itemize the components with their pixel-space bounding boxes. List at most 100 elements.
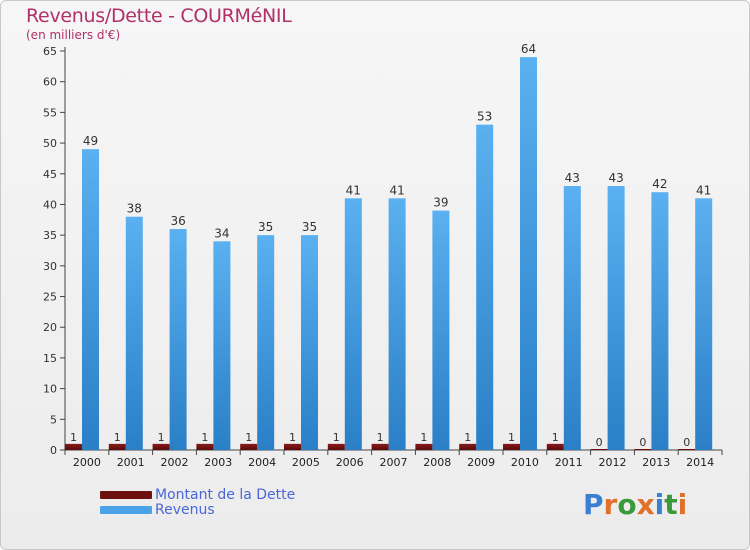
bar-dette [284,443,301,450]
y-tick-label: 65 [43,45,57,58]
bar-revenus [695,198,713,450]
data-label-revenus: 35 [302,220,317,234]
logo-letter: o [617,488,637,521]
x-axis: 2000 2001 2002 2003 2004 2005 2006 2007 2008 2009… [64,449,723,469]
bar-revenus [563,186,581,451]
y-tick-label: 0 [50,444,57,457]
x-tick-label: 2000 [73,456,101,469]
data-label-revenus: 38 [127,202,142,216]
bar-dette [678,449,696,450]
x-tick-label: 2014 [686,456,714,469]
data-label-dette: 1 [464,431,471,444]
data-label-revenus: 41 [346,183,361,197]
bar-revenus [125,216,143,450]
x-tick-label: 2010 [511,456,539,469]
data-label-revenus: 39 [433,196,448,210]
legend-swatch-dette [100,491,152,499]
bar-revenus [520,57,537,451]
bar-dette [65,443,82,450]
data-label-revenus: 53 [477,110,492,124]
data-label-revenus: 49 [83,134,98,148]
data-label-dette: 0 [596,436,603,449]
x-tick-label: 2006 [336,456,364,469]
bar-dette [240,443,258,450]
y-tick-label: 55 [43,106,57,119]
bar-revenus [82,149,99,450]
y-tick-label: 45 [43,168,57,181]
legend-label-dette: Montant de la Dette [155,487,296,503]
bar-revenus [169,229,187,450]
x-tick-label: 2005 [292,456,320,469]
legend-label-revenus: Revenus [155,502,215,518]
logo-letter: t [664,488,678,521]
x-tick-label: 2002 [161,456,189,469]
data-label-revenus: 34 [214,226,229,240]
data-label-dette: 1 [552,431,559,444]
data-label-dette: 1 [201,431,208,444]
logo-letter: i [654,488,665,521]
y-tick-label: 60 [43,76,57,89]
bar-dette [590,449,608,450]
data-label-dette: 0 [639,436,646,449]
logo-letter: r [603,488,618,521]
x-tick-label: 2011 [555,456,583,469]
data-label-revenus: 43 [608,171,623,185]
proxiti-logo: Proxiti [583,488,687,521]
bars [65,57,713,451]
data-label-dette: 1 [289,431,296,444]
bar-dette [327,443,345,450]
bar-dette [634,449,652,450]
chart-title: Revenus/Dette - COURMéNIL [26,5,292,27]
chart-subtitle: (en milliers d'€) [26,28,121,42]
legend-item-revenus[interactable]: Revenus [100,502,215,518]
bar-revenus [607,186,625,451]
bar-dette [503,443,520,450]
y-tick-label: 50 [43,137,57,150]
data-labels: 1 49 1 38 1 36 1 34 1 35 1 35 1 41 1 41 1 39 1 53 1 64 1 43 0 43 0… [70,42,711,449]
bar-revenus [388,198,406,450]
data-label-revenus: 42 [652,177,667,191]
bar-revenus [257,235,275,450]
legend-item-dette[interactable]: Montant de la Dette [100,487,295,503]
x-tick-label: 2004 [248,456,276,469]
x-tick-label: 2007 [380,456,408,469]
data-label-revenus: 36 [170,214,185,228]
logo-letter: P [583,488,604,521]
bar-dette [371,443,389,450]
bar-revenus [344,198,362,450]
data-label-dette: 1 [377,431,384,444]
x-tick-label: 2013 [642,456,670,469]
y-tick-label: 5 [50,413,57,426]
x-tick-label: 2001 [117,456,145,469]
data-label-dette: 1 [70,431,77,444]
bar-dette [459,443,477,450]
logo-letter: i [677,488,688,521]
data-label-dette: 1 [420,431,427,444]
data-label-revenus: 43 [565,171,580,185]
data-label-dette: 1 [245,431,252,444]
y-tick-label: 20 [43,321,57,334]
bar-revenus [301,235,318,450]
y-tick-label: 10 [43,383,57,396]
bar-dette [196,443,214,450]
y-tick-label: 30 [43,260,57,273]
data-label-revenus: 35 [258,220,273,234]
data-label-revenus: 41 [696,183,711,197]
y-tick-label: 40 [43,198,57,211]
data-label-dette: 1 [333,431,340,444]
logo-letter: x [636,488,655,521]
data-label-revenus: 64 [521,42,536,56]
x-tick-label: 2003 [204,456,232,469]
data-label-dette: 1 [158,431,165,444]
bar-dette [152,443,170,450]
bar-dette [415,443,433,450]
y-tick-label: 25 [43,291,57,304]
bar-revenus [651,192,669,450]
x-tick-label: 2012 [599,456,627,469]
data-label-revenus: 41 [389,183,404,197]
bar-dette [108,443,126,450]
x-tick-label: 2008 [423,456,451,469]
y-tick-label: 15 [43,352,57,365]
